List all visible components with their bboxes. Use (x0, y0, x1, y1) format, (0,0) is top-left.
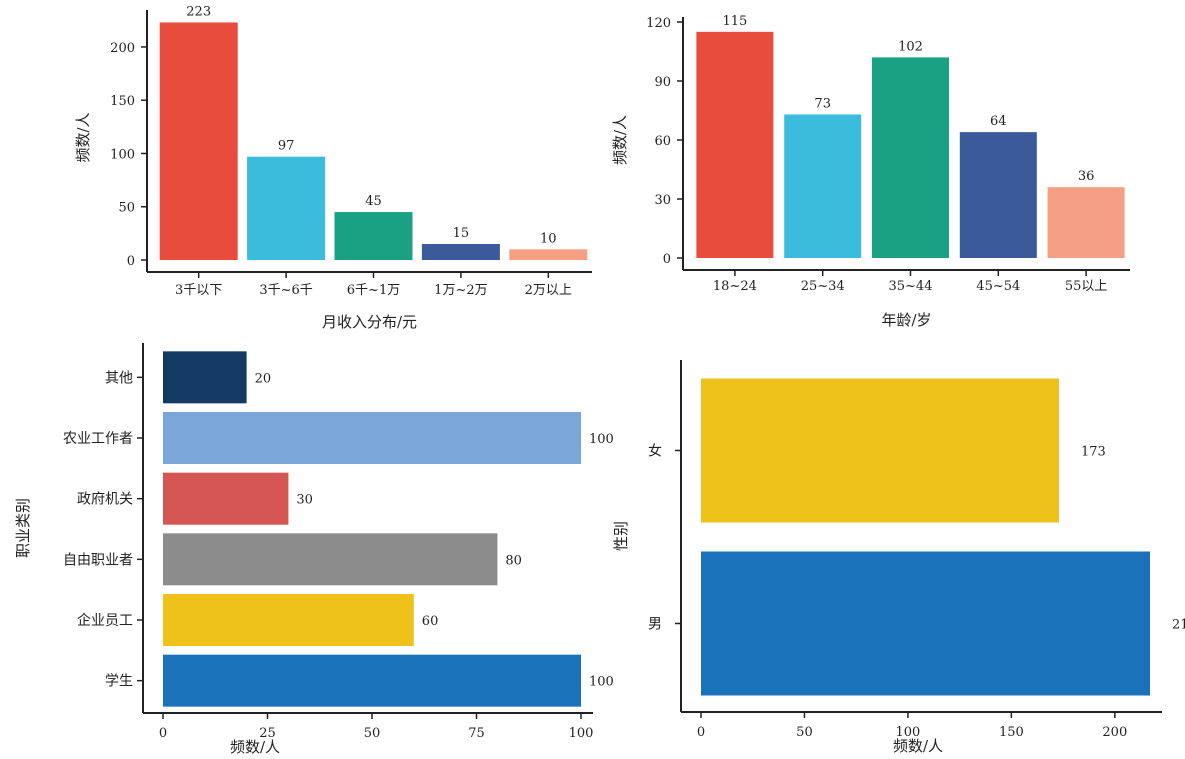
x-axis-title: 频数/人 (893, 737, 943, 755)
y-tick-label: 0 (663, 252, 671, 267)
x-tick-label: 1万~2万 (434, 283, 487, 298)
data-label: 102 (898, 39, 923, 54)
y-tick-label: 150 (110, 94, 135, 109)
bar (696, 31, 774, 259)
bar (784, 114, 862, 258)
x-tick-label: 150 (999, 725, 1024, 740)
bar (701, 551, 1150, 696)
x-tick-label: 18~24 (713, 279, 757, 294)
y-tick-label: 农业工作者 (63, 431, 133, 447)
y-tick-label: 女 (648, 443, 662, 460)
y-tick-label: 50 (118, 201, 135, 216)
y-tick-label: 政府机关 (77, 492, 133, 508)
y-tick-label: 自由职业者 (63, 552, 133, 568)
y-tick-label: 100 (110, 147, 135, 162)
data-label: 36 (1078, 169, 1095, 184)
y-tick-label: 其他 (105, 370, 133, 386)
x-tick-label: 3千以下 (175, 283, 222, 298)
bar (959, 132, 1037, 258)
x-tick-label: 55以上 (1065, 279, 1108, 294)
bar (163, 594, 414, 646)
y-axis-title: 性别 (612, 521, 630, 551)
x-tick-label: 0 (697, 725, 705, 740)
x-tick-label: 25 (259, 726, 276, 741)
bar (701, 378, 1059, 523)
y-axis-title: 频数/人 (74, 112, 92, 162)
bar (163, 533, 498, 586)
data-label: 223 (186, 4, 211, 19)
data-label: 10 (540, 231, 557, 246)
data-label: 100 (589, 675, 614, 690)
data-label: 60 (422, 614, 439, 629)
x-tick-label: 45~54 (976, 279, 1020, 294)
data-label: 64 (990, 114, 1007, 129)
data-label: 45 (365, 194, 382, 209)
bar (159, 22, 238, 260)
bar (163, 351, 247, 404)
x-tick-label: 25~34 (801, 279, 845, 294)
y-tick-label: 30 (654, 193, 671, 208)
data-label: 97 (278, 139, 295, 154)
y-tick-label: 企业员工 (77, 612, 133, 629)
x-tick-label: 100 (569, 726, 594, 741)
bar (509, 249, 588, 260)
bar (163, 472, 289, 525)
y-tick-label: 60 (654, 134, 671, 149)
bar (247, 156, 326, 260)
x-axis-title: 月收入分布/元 (322, 313, 417, 331)
bar (163, 412, 581, 464)
x-tick-label: 3千~6千 (259, 283, 312, 298)
y-tick-label: 男 (648, 617, 662, 633)
x-tick-label: 50 (796, 725, 813, 740)
x-tick-label: 35~44 (889, 279, 933, 294)
data-label: 15 (453, 226, 470, 241)
data-label: 20 (255, 371, 272, 386)
y-tick-label: 90 (654, 75, 671, 90)
y-axis-title: 频数/人 (611, 115, 629, 165)
bar (163, 654, 581, 707)
x-tick-label: 100 (895, 725, 920, 740)
x-axis-title: 年龄/岁 (881, 311, 931, 329)
data-label: 80 (505, 553, 522, 568)
y-tick-label: 0 (127, 254, 135, 269)
data-label: 30 (296, 493, 313, 508)
x-tick-label: 75 (468, 726, 485, 741)
y-tick-label: 学生 (105, 674, 133, 690)
x-axis-title: 频数/人 (230, 738, 280, 756)
bar (421, 244, 500, 260)
x-tick-label: 0 (159, 726, 167, 741)
y-tick-label: 200 (110, 41, 135, 56)
x-tick-label: 50 (364, 726, 381, 741)
y-axis-title: 职业类别 (14, 498, 32, 558)
y-tick-label: 120 (646, 16, 671, 31)
data-label: 100 (589, 432, 614, 447)
data-label: 217 (1172, 618, 1185, 633)
x-tick-label: 6千~1万 (347, 283, 400, 298)
bar (872, 57, 949, 259)
data-label: 173 (1081, 445, 1106, 460)
data-label: 73 (814, 96, 831, 111)
x-tick-label: 2万以上 (525, 283, 572, 298)
x-tick-label: 200 (1102, 725, 1127, 740)
data-label: 115 (722, 14, 747, 29)
bar (334, 212, 413, 260)
bar (1047, 187, 1125, 258)
